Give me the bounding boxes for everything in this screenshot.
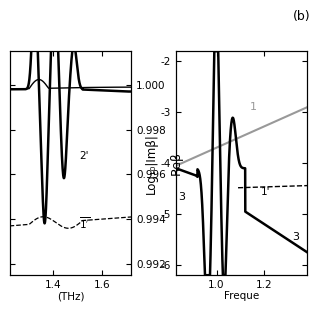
Text: 1': 1' (261, 187, 270, 197)
Text: 2': 2' (79, 151, 88, 162)
Text: 3: 3 (292, 232, 300, 242)
Y-axis label: Log₁₀|Imβ|: Log₁₀|Imβ| (145, 133, 158, 194)
X-axis label: Freque: Freque (224, 292, 259, 301)
Text: 3: 3 (178, 192, 185, 202)
X-axis label: (THz): (THz) (57, 292, 84, 301)
Text: 1: 1 (250, 102, 257, 112)
Text: (b): (b) (293, 10, 310, 23)
Y-axis label: Reβ: Reβ (170, 151, 183, 175)
Text: $\overline{1'}$: $\overline{1'}$ (79, 216, 90, 231)
